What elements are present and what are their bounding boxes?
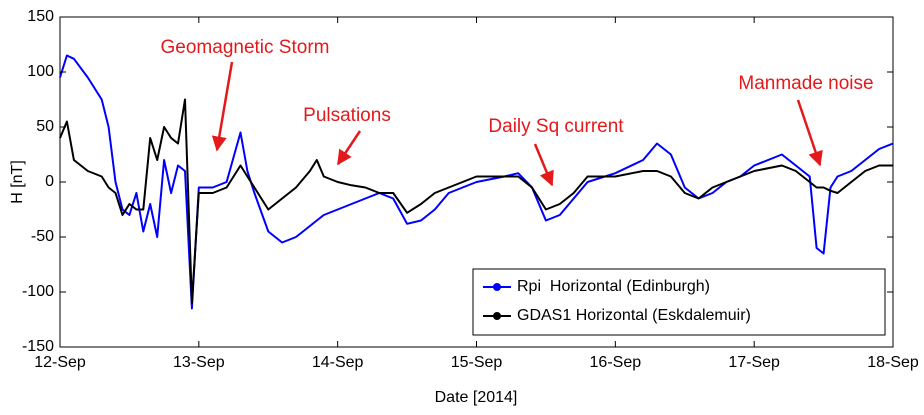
- legend-marker: [493, 283, 501, 291]
- legend-marker: [493, 312, 501, 320]
- legend-box: [472, 268, 886, 336]
- annotation-arrow: [336, 130, 362, 166]
- y-tick-label: -100: [22, 283, 54, 300]
- x-tick-label: 18-Sep: [867, 354, 919, 371]
- y-tick-label: 0: [45, 173, 54, 190]
- annotation-arrow: [796, 99, 823, 167]
- annotation: Daily Sq current: [488, 116, 624, 137]
- x-axis-label: Date [2014]: [435, 389, 518, 406]
- y-tick-label: 100: [27, 63, 54, 80]
- annotation: Geomagnetic Storm: [161, 37, 330, 58]
- y-axis-label: H [nT]: [9, 160, 26, 204]
- y-tick-label: 150: [27, 8, 54, 25]
- data-line: [59, 98, 893, 304]
- y-tick-label: -150: [22, 338, 54, 355]
- x-tick-label: 13-Sep: [173, 354, 225, 371]
- x-tick-label: 15-Sep: [451, 354, 503, 371]
- data-line: [59, 54, 894, 310]
- y-tick-label: 50: [36, 118, 54, 135]
- annotation: Pulsations: [303, 105, 391, 126]
- x-tick-label: 12-Sep: [34, 354, 86, 371]
- annotation-arrow: [533, 143, 554, 187]
- x-tick-label: 17-Sep: [728, 354, 780, 371]
- y-tick-label: -50: [31, 228, 54, 245]
- annotation-arrow: [211, 61, 234, 152]
- plot-area: [59, 54, 894, 310]
- legend-label: Rpi Horizontal (Edinburgh): [517, 278, 710, 295]
- x-tick-label: 14-Sep: [312, 354, 364, 371]
- x-tick-label: 16-Sep: [590, 354, 642, 371]
- annotation: Manmade noise: [738, 73, 873, 94]
- legend-label: GDAS1 Horizontal (Eskdalemuir): [517, 307, 751, 324]
